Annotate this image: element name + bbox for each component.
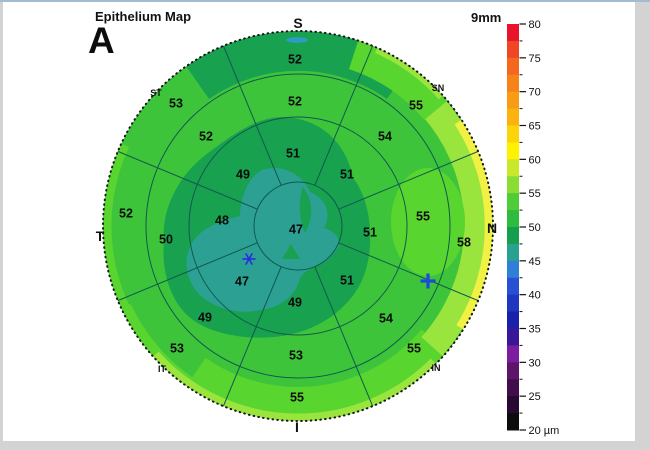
panel-letter-label: A: [88, 20, 115, 61]
sector-value-inner-S: 51: [286, 147, 300, 161]
sector-value-inner-N: 51: [363, 226, 377, 240]
colorbar-band-5: [507, 108, 519, 126]
inferior-lime-edge: [151, 351, 437, 421]
sector-value-middle-ST: 52: [199, 130, 213, 144]
sector-value-outer-N: 58: [457, 236, 471, 250]
colorbar-band-15: [507, 277, 519, 296]
map-color-regions: [103, 31, 493, 421]
colorbar-tick-label: 60: [529, 154, 541, 166]
colorbar-band-11: [507, 210, 519, 228]
triangle-marker: [282, 244, 300, 259]
sector-line-1: [222, 45, 282, 186]
direction-label-SN: SN: [432, 83, 445, 93]
sector-value-center: 47: [289, 223, 303, 237]
colorbar-tick-label: 25: [529, 391, 541, 403]
grid-circle-2: [145, 73, 451, 379]
inferior-bright-band: [186, 329, 448, 421]
colorbar-band-10: [507, 193, 519, 211]
direction-label-IT: IT: [158, 364, 167, 374]
colorbar-band-3: [507, 74, 519, 93]
colorbar-tick-label: 65: [529, 121, 541, 133]
sector-value-outer-IN: 55: [407, 342, 421, 356]
sector-value-inner-IN: 51: [340, 274, 354, 288]
colorbar-unit-label: 20 µm: [529, 425, 560, 437]
colorbar-band-1: [507, 40, 519, 59]
temporal-edge-band: [103, 143, 129, 309]
superior-edge-teal-dash: [286, 37, 308, 43]
map-title: Epithelium Map: [95, 9, 192, 24]
sector-line-4: [338, 242, 479, 302]
sector-line-6: [222, 266, 282, 407]
colorbar-band-9: [507, 176, 519, 194]
sector-line-7: [117, 242, 258, 302]
colorbar-tick-label: 35: [529, 324, 541, 336]
direction-label-S: S: [293, 15, 302, 31]
frame-top-border: [0, 0, 650, 2]
sector-line-2: [314, 45, 374, 186]
sector-value-outer-ST: 53: [169, 97, 183, 111]
colorbar-band-16: [507, 294, 519, 313]
sector-value-inner-SN: 51: [340, 168, 354, 182]
colorbar-band-7: [507, 142, 519, 160]
sector-line-0: [117, 150, 258, 210]
colorbar-band-17: [507, 311, 519, 329]
colorbar-band-12: [507, 227, 519, 245]
sector-value-outer-IT: 53: [170, 342, 184, 356]
sector-value-inner-ST: 49: [236, 168, 250, 182]
colorbar-tick-label: 55: [529, 188, 541, 200]
colorbar-band-6: [507, 125, 519, 143]
colorbar-tick-label: 40: [529, 290, 541, 302]
sector-value-inner-T: 48: [215, 214, 229, 228]
colorbar-band-20: [507, 362, 519, 380]
sector-line-5: [314, 266, 374, 407]
sector-value-middle-IT: 49: [198, 311, 212, 325]
colorbar-band-0: [507, 24, 519, 42]
colorbar-tick-label: 45: [529, 256, 541, 268]
sector-value-middle-T: 50: [159, 233, 173, 247]
outer-dotted-boundary: [102, 30, 494, 422]
map-diameter-label: 9mm: [471, 10, 502, 25]
colorbar-band-4: [507, 91, 519, 110]
teal-notch: [299, 187, 312, 233]
colorbar-band-8: [507, 159, 519, 177]
colorbar-band-13: [507, 243, 519, 262]
direction-label-N: N: [487, 220, 497, 236]
colorbar-band-19: [507, 345, 519, 363]
sector-value-middle-I: 53: [289, 349, 303, 363]
nasal-yellow-crescent: [454, 119, 493, 330]
colorbar-band-14: [507, 260, 519, 279]
colorbar-band-18: [507, 328, 519, 346]
sector-value-outer-T: 52: [119, 207, 133, 221]
colorbar-band-21: [507, 379, 519, 397]
colorbar-tick-label: 70: [529, 87, 541, 99]
direction-label-I: I: [295, 419, 299, 435]
sector-value-inner-IT: 47: [235, 275, 249, 289]
sector-value-middle-SN: 54: [378, 130, 392, 144]
colorbar-band-2: [507, 57, 519, 76]
colorbar-band-22: [507, 396, 519, 414]
colorbar-tick-label: 75: [529, 53, 541, 65]
sector-value-middle-IN: 54: [379, 312, 393, 326]
sector-value-outer-S: 52: [288, 53, 302, 67]
superonasal-lime-edge: [375, 46, 445, 100]
sector-value-outer-I: 55: [290, 391, 304, 405]
colorbar-tick-label: 30: [529, 357, 541, 369]
direction-label-T: T: [96, 228, 105, 244]
nasal-lime-band: [421, 101, 492, 356]
sector-value-middle-S: 52: [288, 95, 302, 109]
colorbar-tick-label: 80: [529, 19, 541, 31]
grid-circle-1: [188, 116, 408, 336]
grid-circle-0: [253, 181, 343, 271]
asterisk-marker-dot: [247, 257, 251, 261]
sector-value-inner-I: 49: [288, 296, 302, 310]
sector-value-middle-N: 55: [416, 210, 430, 224]
direction-label-IN: IN: [432, 363, 441, 373]
sector-value-outer-SN: 55: [409, 99, 423, 113]
colorbar-tick-label: 50: [529, 222, 541, 234]
sector-line-3: [338, 150, 479, 210]
superonasal-bright-band: [348, 40, 448, 121]
direction-label-ST: ST: [150, 88, 162, 98]
colorbar-band-23: [507, 413, 519, 431]
